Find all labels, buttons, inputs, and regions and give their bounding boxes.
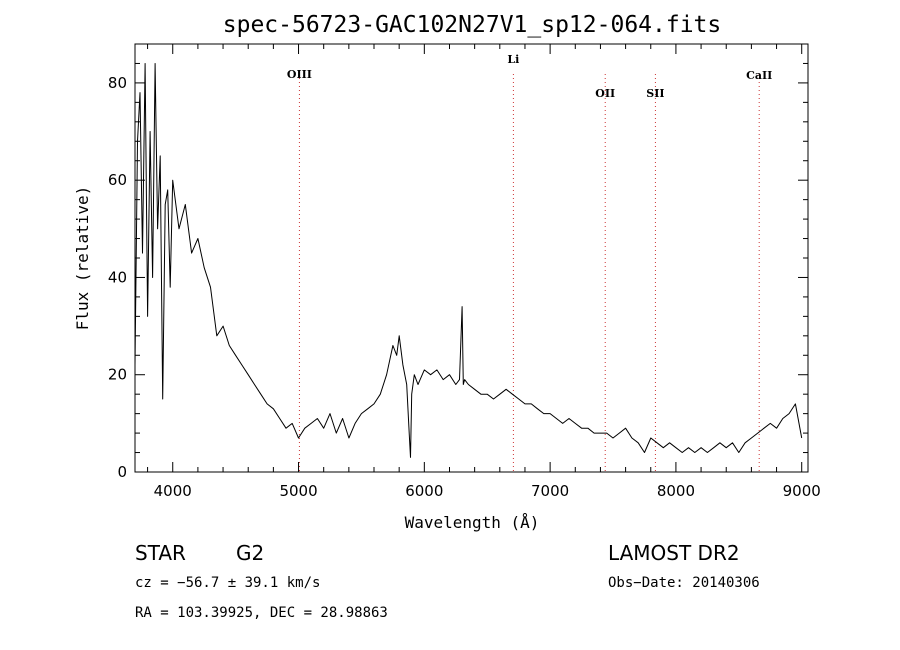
- y-axis: 0 20 40 60 80: [108, 62, 808, 481]
- x-tick-label: 7000: [531, 482, 569, 500]
- survey-label: LAMOST DR2: [608, 541, 740, 565]
- obs-date: Obs−Date: 20140306: [608, 575, 760, 591]
- x-tick-label: 6000: [405, 482, 443, 500]
- plot-frame: [134, 43, 809, 473]
- series-layer: [134, 63, 803, 458]
- spectral-line-label: OII: [595, 87, 615, 100]
- y-axis-label: Flux (relative): [73, 186, 92, 331]
- x-tick-label: 4000: [154, 482, 192, 500]
- spectral-line-label: SII: [646, 87, 664, 100]
- y-tick-label: 80: [108, 74, 127, 92]
- x-tick-label: 5000: [279, 482, 317, 500]
- y-tick-label: 20: [108, 366, 127, 384]
- spectral-line-label: Li: [507, 53, 519, 66]
- spectral-line-markers: OIII Li OII SII CaII: [287, 53, 772, 472]
- y-tick-label: 40: [108, 268, 127, 286]
- chart-title: spec-56723-GAC102N27V1_sp12-064.fits: [223, 12, 722, 38]
- object-class: STAR: [135, 541, 186, 565]
- x-tick-label: 8000: [657, 482, 695, 500]
- object-subclass: G2: [236, 541, 265, 565]
- redshift-cz: cz = −56.7 ± 39.1 km/s: [135, 575, 321, 591]
- coordinates: RA = 103.39925, DEC = 28.98863: [135, 605, 388, 621]
- x-tick-label: 9000: [783, 482, 821, 500]
- y-tick-label: 60: [108, 171, 127, 189]
- spectral-line-label: OIII: [287, 68, 312, 81]
- x-axis: 4000 5000 6000 7000 8000 9000: [147, 44, 821, 500]
- x-axis-label: Wavelength (Å): [405, 513, 540, 532]
- spectral-line-label: CaII: [746, 69, 772, 82]
- spectrum-series-line: [134, 63, 803, 458]
- y-tick-label: 0: [117, 463, 127, 481]
